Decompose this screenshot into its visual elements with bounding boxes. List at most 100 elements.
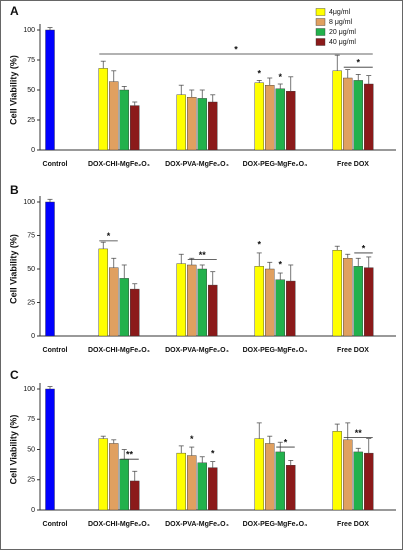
panel-label: A (10, 4, 19, 18)
bar (254, 266, 264, 337)
bar (98, 438, 108, 511)
y-tick-label: 50 (27, 446, 35, 453)
y-tick-label: 0 (31, 333, 35, 340)
bar (208, 101, 218, 151)
bar (286, 465, 296, 511)
bar (208, 284, 218, 337)
significance-label: * (257, 68, 261, 78)
bar (265, 268, 275, 337)
y-axis-label: Cell Viability (%) (8, 234, 18, 304)
bar (275, 451, 285, 511)
y-tick-label: 75 (27, 57, 35, 64)
y-tick-label: 100 (23, 27, 35, 34)
y-tick-label: 75 (27, 232, 35, 239)
y-tick-label: 100 (23, 386, 35, 393)
bar (353, 451, 363, 511)
bar (353, 266, 363, 337)
significance-label: * (211, 448, 215, 458)
bar (286, 90, 296, 151)
x-tick-label: DOX-PEG-MgFe₂O₄ (243, 521, 308, 528)
x-tick-label: DOX-PVA-MgFe₂O₄ (165, 521, 229, 528)
bar (275, 88, 285, 151)
bar (254, 82, 264, 151)
x-tick-label: DOX-PEG-MgFe₂O₄ (243, 161, 308, 168)
significance-label: ** (126, 450, 134, 460)
bar (187, 455, 197, 511)
significance-label: ** (355, 428, 363, 438)
significance-label: * (190, 434, 194, 444)
significance-label: * (107, 231, 111, 241)
bar (130, 480, 140, 511)
significance-label: ** (199, 250, 207, 260)
y-tick-label: 100 (23, 199, 35, 206)
bar (119, 458, 129, 511)
bar (119, 278, 129, 337)
bar (332, 250, 342, 337)
bar (208, 467, 218, 511)
x-tick-label: Control (43, 521, 68, 528)
bar (254, 438, 264, 511)
bar (275, 279, 285, 337)
bar (109, 81, 119, 151)
y-axis-label: Cell Viability (%) (8, 55, 18, 125)
bar (45, 29, 55, 151)
y-tick-label: 75 (27, 416, 35, 423)
bar (343, 258, 353, 337)
bar (353, 80, 363, 151)
x-tick-label: Control (43, 161, 68, 168)
bar (197, 462, 207, 511)
legend-swatch (315, 8, 326, 16)
y-axis-label: Cell Viability (%) (8, 415, 18, 485)
bar (98, 248, 108, 337)
significance-label: * (284, 437, 288, 447)
bar (176, 263, 186, 337)
bar (130, 105, 140, 151)
x-tick-label: DOX-PEG-MgFe₂O₄ (243, 347, 308, 354)
bar (176, 452, 186, 511)
panel-label: C (10, 368, 19, 382)
y-tick-label: 50 (27, 266, 35, 273)
bar (197, 98, 207, 151)
y-tick-label: 0 (31, 147, 35, 154)
x-tick-label: Free DOX (337, 347, 369, 354)
significance-label: * (356, 58, 360, 68)
y-tick-label: 0 (31, 507, 35, 514)
significance-label: * (278, 72, 282, 82)
bar (364, 83, 374, 151)
x-tick-label: DOX-CHI-MgFe₂O₄ (88, 347, 150, 354)
bar (130, 288, 140, 337)
x-tick-label: Free DOX (337, 521, 369, 528)
bar (109, 443, 119, 511)
legend-label: 4μg/ml (329, 9, 351, 16)
bar (45, 201, 55, 337)
legend-label: 40 μg/ml (329, 39, 356, 46)
bar (332, 70, 342, 151)
x-tick-label: DOX-PVA-MgFe₂O₄ (165, 161, 229, 168)
bar (286, 280, 296, 337)
x-tick-label: DOX-CHI-MgFe₂O₄ (88, 161, 150, 168)
bar (187, 96, 197, 151)
legend-swatch (315, 38, 326, 46)
legend-label: 8 μg/ml (329, 19, 353, 26)
bar (45, 388, 55, 511)
significance-label: * (234, 44, 238, 54)
bar (332, 431, 342, 511)
bar (119, 89, 129, 151)
y-tick-label: 50 (27, 87, 35, 94)
bar (265, 84, 275, 151)
bar (176, 94, 186, 151)
y-tick-label: 25 (27, 477, 35, 484)
x-tick-label: Control (43, 347, 68, 354)
bar (364, 267, 374, 337)
panel-label: B (10, 183, 19, 197)
x-tick-label: DOX-CHI-MgFe₂O₄ (88, 521, 150, 528)
x-tick-label: Free DOX (337, 161, 369, 168)
bar (109, 267, 119, 337)
legend-label: 20 μg/ml (329, 29, 356, 36)
bar (343, 439, 353, 511)
legend-swatch (315, 28, 326, 36)
x-tick-label: DOX-PVA-MgFe₂O₄ (165, 347, 229, 354)
significance-label: * (362, 243, 366, 253)
bar (98, 68, 108, 151)
